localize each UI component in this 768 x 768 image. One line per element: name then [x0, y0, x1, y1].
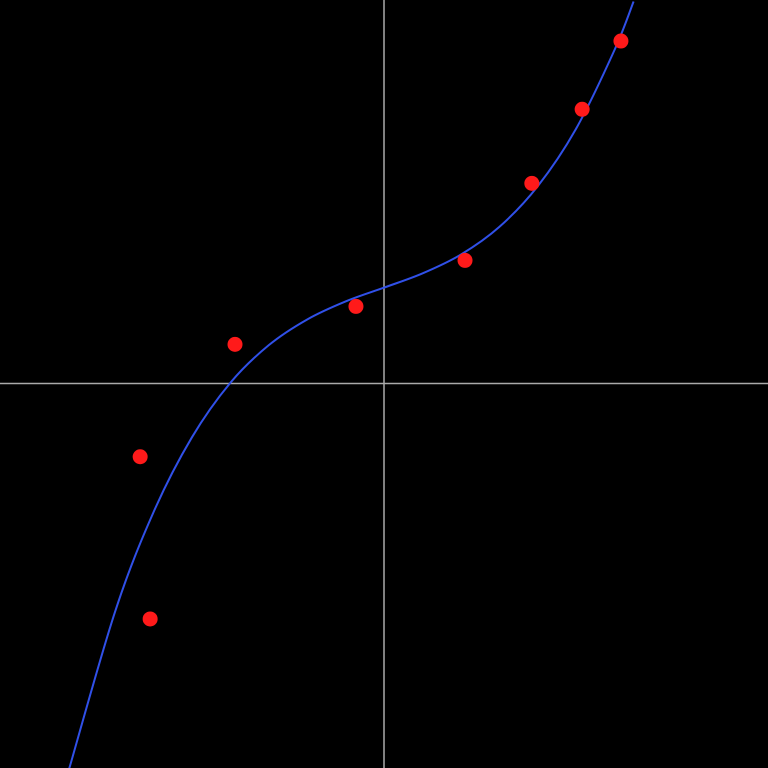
data-point	[613, 33, 629, 49]
data-point	[132, 449, 148, 465]
data-point	[457, 252, 473, 268]
data-point	[574, 101, 590, 117]
data-point	[227, 336, 243, 352]
data-point	[142, 611, 158, 627]
fit-curve	[68, 1, 635, 768]
data-point	[348, 298, 364, 314]
data-point	[524, 175, 540, 191]
plot-area	[68, 1, 635, 768]
